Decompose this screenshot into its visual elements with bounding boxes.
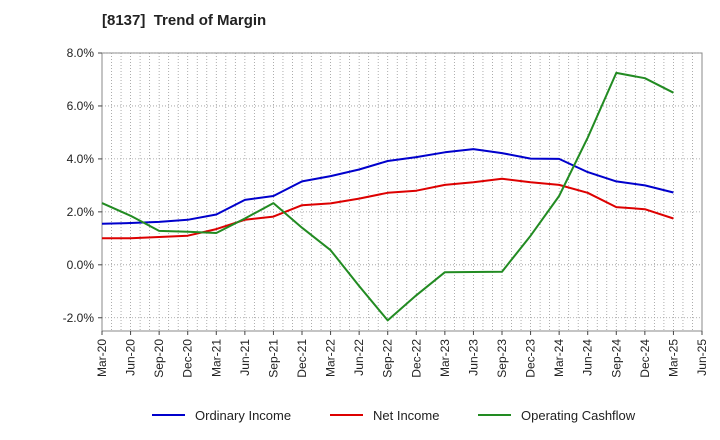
y-tick-label: 2.0%: [67, 205, 95, 219]
x-tick-label: Sep-20: [152, 339, 166, 378]
x-tick-label: Mar-22: [324, 339, 338, 377]
net-income-line: [102, 177, 674, 240]
x-tick-label: Dec-24: [638, 339, 652, 378]
operating-cashflow-line: [101, 71, 674, 322]
ordinary-income-line: [101, 148, 674, 225]
x-tick-label: Jun-21: [238, 339, 252, 376]
x-tick-label: Sep-23: [495, 339, 509, 378]
legend-label-operating-cashflow: Operating Cashflow: [521, 408, 636, 423]
x-tick-label: Dec-21: [295, 339, 309, 378]
x-tick-label: Jun-23: [466, 339, 480, 376]
x-tick-label: Dec-20: [181, 339, 195, 378]
x-tick-label: Jun-24: [581, 339, 595, 376]
legend-label-ordinary-income: Ordinary Income: [195, 408, 291, 423]
x-tick-label: Mar-21: [209, 339, 223, 377]
x-tick-label: Mar-20: [95, 339, 109, 377]
x-tick-label: Sep-24: [609, 339, 623, 378]
legend-label-net-income: Net Income: [373, 408, 439, 423]
x-tick-label: Mar-25: [666, 339, 680, 377]
x-tick-label: Dec-23: [524, 339, 538, 378]
x-tick-label: Sep-21: [266, 339, 280, 378]
y-tick-label: -2.0%: [63, 311, 95, 325]
x-tick-label: Mar-24: [552, 339, 566, 377]
x-tick-label: Mar-23: [438, 339, 452, 377]
y-tick-label: 8.0%: [67, 46, 95, 60]
y-tick-label: 6.0%: [67, 99, 95, 113]
x-tick-label: Dec-22: [409, 339, 423, 378]
x-tick-label: Sep-22: [381, 339, 395, 378]
y-tick-label: 0.0%: [67, 258, 95, 272]
chart-title: [8137] Trend of Margin: [102, 12, 267, 29]
y-tick-label: 4.0%: [67, 152, 95, 166]
x-tick-label: Jun-25: [695, 339, 709, 376]
x-tick-label: Jun-20: [124, 339, 138, 376]
x-tick-label: Jun-22: [352, 339, 366, 376]
